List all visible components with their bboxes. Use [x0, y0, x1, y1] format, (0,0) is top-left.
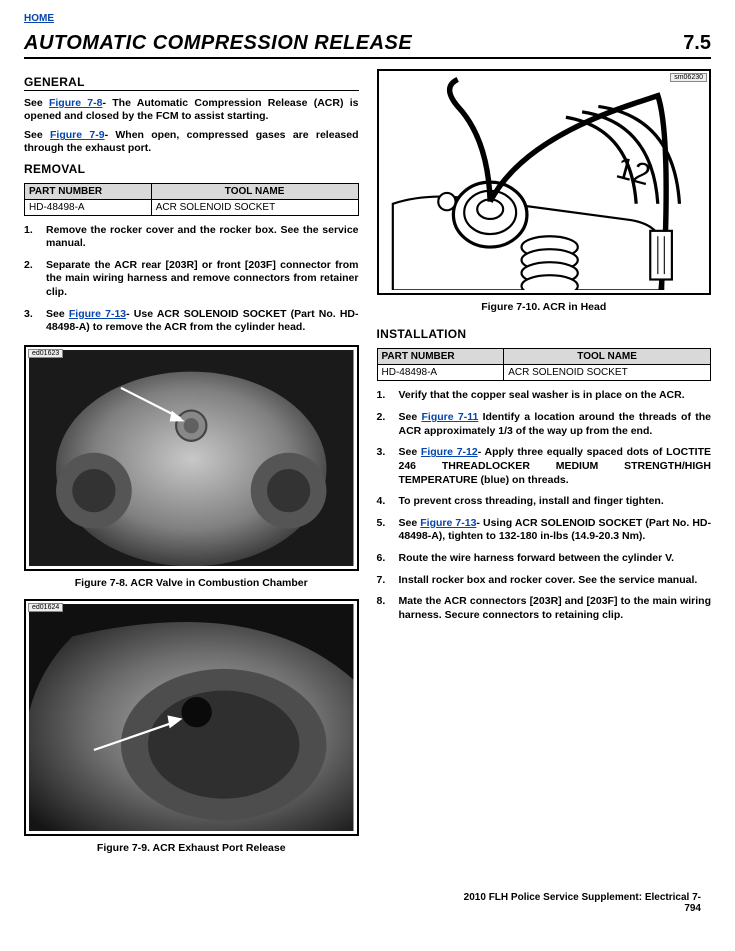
removal-tool-table: PART NUMBER TOOL NAME HD-48498-A ACR SOL… — [24, 183, 359, 216]
step: Separate the ACR rear [203R] or front [2… — [24, 259, 359, 300]
footer-page: 794 — [684, 903, 701, 914]
table-cell: ACR SOLENOID SOCKET — [151, 199, 358, 215]
figure-label: ed01623 — [28, 349, 63, 358]
figure-ref[interactable]: Figure 7-13 — [420, 517, 476, 529]
figure-caption: Figure 7-9. ACR Exhaust Port Release — [24, 842, 359, 854]
title-row: AUTOMATIC COMPRESSION RELEASE 7.5 — [24, 32, 711, 59]
text: See — [399, 517, 421, 529]
figure-label: ed01624 — [28, 603, 63, 612]
removal-steps: Remove the rocker cover and the rocker b… — [24, 224, 359, 335]
text: See — [46, 308, 69, 320]
general-heading: GENERAL — [24, 75, 359, 91]
page-footer: 2010 FLH Police Service Supplement: Elec… — [24, 892, 711, 914]
installation-tool-table: PART NUMBER TOOL NAME HD-48498-A ACR SOL… — [377, 348, 712, 381]
text: See — [24, 129, 50, 141]
left-column: GENERAL See Figure 7-8- The Automatic Co… — [24, 69, 359, 862]
step: See Figure 7-12- Apply three equally spa… — [377, 446, 712, 487]
step: Mate the ACR connectors [203R] and [203F… — [377, 595, 712, 622]
table-cell: HD-48498-A — [377, 365, 504, 381]
figure-image — [29, 350, 354, 566]
step: See Figure 7-11 Identify a location arou… — [377, 411, 712, 438]
figure-ref[interactable]: Figure 7-9 — [50, 129, 105, 141]
table-cell: HD-48498-A — [25, 199, 152, 215]
figure-ref[interactable]: Figure 7-13 — [69, 308, 126, 320]
figure-7-10: sm06230 12 — [377, 69, 712, 313]
right-column: sm06230 12 — [377, 69, 712, 862]
table-header: PART NUMBER — [25, 183, 152, 199]
text: See — [24, 97, 49, 109]
text: See — [399, 446, 421, 458]
footer-text: 2010 FLH Police Service Supplement: Elec… — [464, 892, 701, 903]
content-columns: GENERAL See Figure 7-8- The Automatic Co… — [24, 69, 711, 862]
figure-ref[interactable]: Figure 7-12 — [421, 446, 478, 458]
table-cell: ACR SOLENOID SOCKET — [504, 365, 711, 381]
figure-image: 12 — [382, 74, 707, 290]
figure-image — [29, 604, 354, 831]
section-number: 7.5 — [683, 32, 711, 55]
step: To prevent cross threading, install and … — [377, 495, 712, 509]
figure-caption: Figure 7-10. ACR in Head — [377, 301, 712, 313]
step: Verify that the copper seal washer is in… — [377, 389, 712, 403]
figure-frame: ed01623 — [24, 345, 359, 571]
figure-ref[interactable]: Figure 7-11 — [421, 411, 478, 423]
general-p2: See Figure 7-9- When open, compressed ga… — [24, 129, 359, 155]
step: Route the wire harness forward between t… — [377, 552, 712, 566]
figure-ref[interactable]: Figure 7-8 — [49, 97, 103, 109]
table-header: TOOL NAME — [151, 183, 358, 199]
step: Remove the rocker cover and the rocker b… — [24, 224, 359, 251]
table-header: TOOL NAME — [504, 349, 711, 365]
figure-label: sm06230 — [670, 73, 707, 82]
step: Install rocker box and rocker cover. See… — [377, 574, 712, 588]
step: See Figure 7-13- Use ACR SOLENOID SOCKET… — [24, 308, 359, 335]
installation-heading: INSTALLATION — [377, 327, 712, 342]
figure-frame: ed01624 — [24, 599, 359, 836]
page-title: AUTOMATIC COMPRESSION RELEASE — [24, 32, 412, 55]
step: See Figure 7-13- Using ACR SOLENOID SOCK… — [377, 517, 712, 544]
text: See — [399, 411, 422, 423]
removal-heading: REMOVAL — [24, 162, 359, 177]
figure-7-9: ed01624 — [24, 599, 359, 854]
home-link[interactable]: HOME — [24, 13, 54, 24]
figure-7-8: ed01623 — [24, 345, 359, 589]
installation-steps: Verify that the copper seal washer is in… — [377, 389, 712, 622]
figure-frame: sm06230 12 — [377, 69, 712, 295]
table-header: PART NUMBER — [377, 349, 504, 365]
general-p1: See Figure 7-8- The Automatic Compressio… — [24, 97, 359, 123]
figure-caption: Figure 7-8. ACR Valve in Combustion Cham… — [24, 577, 359, 589]
